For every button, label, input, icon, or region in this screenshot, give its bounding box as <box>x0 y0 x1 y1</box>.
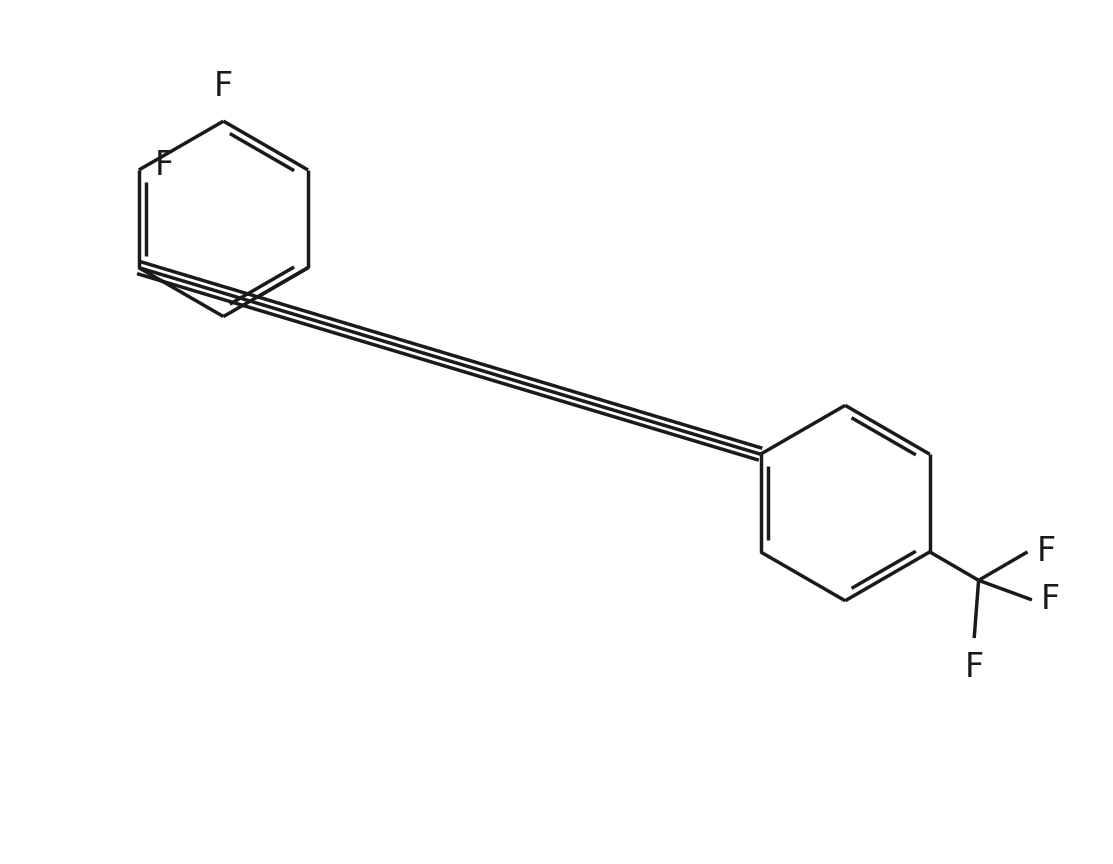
Text: F: F <box>155 149 174 182</box>
Text: F: F <box>1036 536 1055 569</box>
Text: F: F <box>214 70 233 104</box>
Text: F: F <box>1041 583 1060 616</box>
Text: F: F <box>965 651 984 684</box>
